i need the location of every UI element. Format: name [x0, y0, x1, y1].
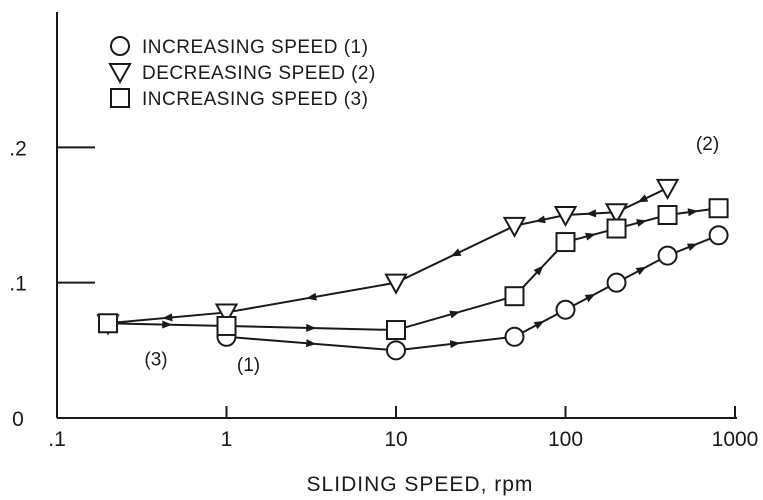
triangle-down-marker	[553, 206, 578, 228]
x-tick-label: 1	[221, 428, 233, 451]
y-tick-label: .1	[9, 273, 27, 296]
direction-arrow	[533, 265, 544, 276]
direction-arrow	[687, 208, 699, 217]
ticks: .1 1 10 100 1000 0 .1 .2	[9, 137, 758, 451]
x-tick-label: 1000	[712, 428, 759, 451]
direction-arrow	[305, 339, 317, 348]
legend-label-3: INCREASING SPEED (3)	[142, 89, 368, 110]
circle-marker	[555, 299, 576, 320]
x-tick-label: 100	[548, 428, 583, 451]
x-tick-label: .1	[48, 428, 66, 451]
triangle-down-marker	[502, 216, 527, 238]
series-line-2	[107, 187, 668, 325]
legend-label-1: INCREASING SPEED (1)	[142, 37, 368, 58]
direction-arrow	[686, 243, 698, 252]
direction-arrow	[637, 194, 649, 203]
direction-arrow	[306, 292, 317, 301]
direction-arrow	[306, 323, 317, 332]
circle-marker	[657, 245, 678, 266]
square-marker	[504, 286, 525, 307]
square-marker	[708, 198, 729, 219]
annotations: (1) (2) (3)	[144, 134, 719, 376]
direction-arrow	[449, 340, 461, 349]
square-marker	[386, 320, 406, 341]
markers	[96, 178, 729, 361]
series-line-1	[226, 234, 719, 352]
direction-arrow	[162, 313, 173, 322]
square-marker	[216, 315, 237, 336]
series-line-3	[108, 207, 719, 332]
series-annotation-2: (2)	[696, 134, 719, 155]
square-marker	[98, 313, 119, 334]
triangle-down-marker	[214, 303, 239, 325]
direction-arrow	[636, 219, 647, 227]
legend-triangle-down-icon	[108, 63, 132, 85]
direction-arrow	[162, 320, 173, 329]
direction-arrow	[635, 266, 647, 276]
circle-marker	[504, 326, 525, 347]
series-lines	[107, 187, 719, 352]
legend-circle-icon	[110, 36, 130, 56]
direction-arrow	[585, 232, 596, 241]
legend: INCREASING SPEED (1) DECREASING SPEED (2)…	[108, 36, 376, 110]
square-marker	[657, 205, 678, 225]
square-marker	[606, 218, 627, 239]
direction-arrow	[449, 310, 461, 319]
circle-marker	[386, 340, 406, 361]
series-annotation-1: (1)	[237, 355, 260, 376]
legend-square-icon	[110, 88, 130, 108]
square-marker	[555, 232, 576, 253]
triangle-down-marker	[655, 178, 680, 200]
x-axis-label: SLIDING SPEED, rpm	[307, 473, 534, 496]
direction-arrow	[586, 209, 597, 218]
circle-marker	[708, 225, 729, 246]
circle-marker	[606, 272, 627, 293]
triangle-down-marker	[384, 273, 408, 295]
series-annotation-3: (3)	[144, 349, 167, 370]
triangle-down-marker	[604, 203, 629, 225]
legend-label-2: DECREASING SPEED (2)	[142, 63, 376, 84]
direction-arrow	[533, 320, 545, 330]
direction-arrow	[535, 215, 546, 224]
direction-arrow	[584, 293, 596, 303]
direction-arrow	[450, 248, 462, 257]
y-tick-label: 0	[12, 408, 24, 431]
x-tick-label: 10	[384, 428, 407, 451]
y-tick-label: .2	[9, 137, 27, 160]
